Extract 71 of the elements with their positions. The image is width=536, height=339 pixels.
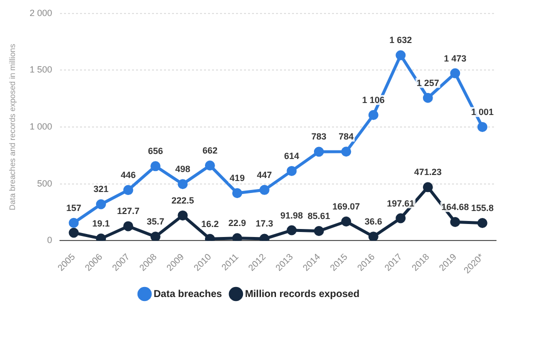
data-label: 36.6 [364, 216, 382, 227]
y-axis-title: Data breaches and records exposed in millions [8, 44, 18, 210]
data-label: 155.8 [471, 203, 494, 214]
data-label: 85.61 [308, 210, 330, 221]
y-tick-label: 2 000 [30, 8, 52, 18]
point [450, 217, 460, 228]
data-label: 614 [284, 150, 300, 161]
data-label: 1 106 [362, 95, 385, 105]
point [422, 92, 433, 103]
point [286, 225, 297, 236]
data-label: 19.1 [92, 218, 110, 229]
legend-label: Million records exposed [244, 288, 360, 300]
point [368, 110, 378, 120]
point [204, 160, 215, 170]
point [341, 216, 352, 227]
legend-label: Data breaches [154, 288, 222, 300]
data-label: 321 [93, 184, 108, 194]
point [477, 218, 488, 228]
data-label: 222.5 [171, 195, 194, 206]
data-label: 498 [175, 164, 190, 174]
y-tick-label: 1 500 [30, 64, 52, 75]
data-label: 447 [256, 170, 272, 180]
data-label: 662 [202, 145, 218, 156]
data-label: 471.23 [414, 167, 442, 178]
point [68, 218, 79, 228]
point [341, 146, 352, 157]
data-label: 1 632 [389, 35, 412, 46]
data-label: 783 [311, 132, 326, 142]
point [123, 185, 134, 196]
point [96, 234, 106, 241]
y-tick-label: 500 [37, 178, 52, 188]
data-label: 16.2 [201, 218, 219, 229]
point [477, 122, 488, 132]
data-label: 197.61 [386, 198, 414, 208]
point [368, 232, 378, 241]
data-label: 91.98 [280, 210, 303, 220]
point [178, 179, 188, 190]
y-tick-label: 1 000 [30, 122, 52, 132]
point [286, 166, 297, 176]
data-label: 656 [148, 146, 163, 156]
point [123, 221, 134, 232]
y-tick-label: 0 [47, 235, 52, 246]
data-label: 1 473 [444, 53, 466, 64]
point [422, 182, 433, 192]
point [396, 50, 406, 60]
data-label: 22.9 [228, 218, 246, 228]
point [150, 232, 160, 241]
point [96, 199, 106, 210]
data-label: 1 257 [416, 78, 440, 88]
data-label: 784 [338, 132, 354, 142]
point [68, 228, 79, 238]
data-label: 17.3 [256, 218, 274, 229]
point [314, 226, 324, 236]
data-label: 446 [120, 170, 136, 180]
data-label: 157 [66, 202, 82, 213]
data-label: 164.68 [441, 202, 469, 212]
point [204, 234, 215, 241]
point [150, 161, 160, 172]
point [259, 184, 270, 195]
point [178, 210, 188, 220]
point [450, 68, 460, 78]
point [232, 233, 242, 241]
data-label: 35.7 [146, 216, 164, 227]
data-label: 419 [230, 173, 245, 184]
point [232, 188, 242, 198]
point [396, 213, 406, 224]
data-label: 127.7 [116, 206, 140, 216]
point [259, 234, 270, 241]
point [314, 146, 324, 157]
data-label: 169.07 [332, 201, 360, 212]
data-label: 1 001 [471, 106, 494, 117]
